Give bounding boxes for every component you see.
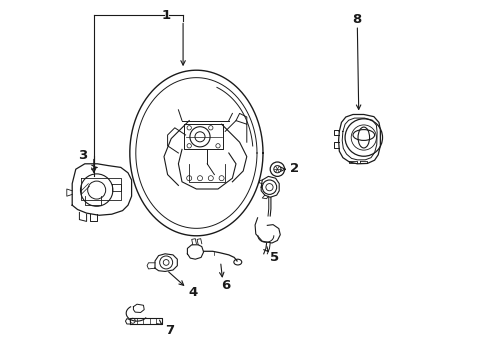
- Text: 5: 5: [270, 251, 279, 264]
- Text: 3: 3: [78, 149, 88, 162]
- Text: 1: 1: [162, 9, 171, 22]
- Text: 4: 4: [188, 286, 197, 299]
- Text: 8: 8: [352, 13, 361, 26]
- Text: 2: 2: [290, 162, 299, 175]
- Text: 6: 6: [221, 279, 231, 292]
- Text: 7: 7: [165, 324, 174, 337]
